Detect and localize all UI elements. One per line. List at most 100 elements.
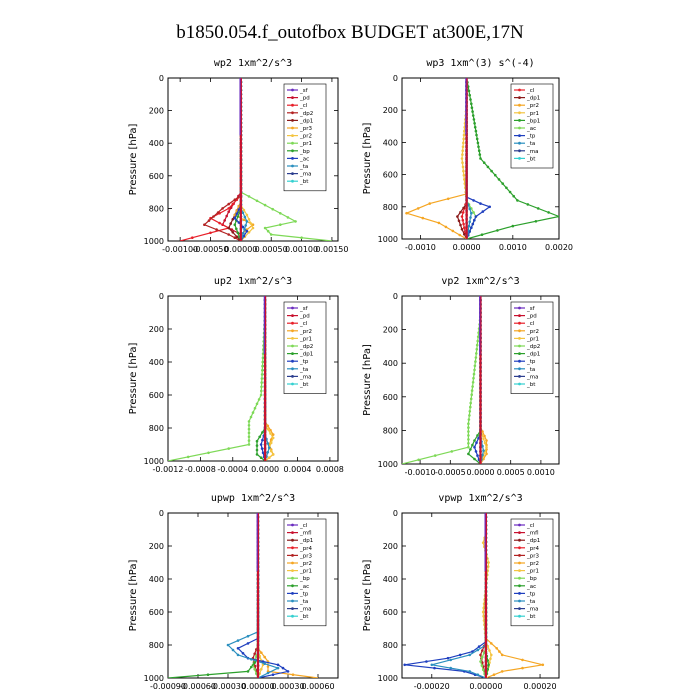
legend-label: _bp: [299, 149, 310, 155]
legend-label: _pr2: [299, 561, 312, 567]
legend-label: _pr3: [526, 553, 540, 559]
y-tick-label: 0: [159, 292, 164, 301]
legend-marker: [518, 96, 521, 99]
legend-marker: [518, 88, 521, 92]
y-tick-label: 0: [393, 509, 398, 518]
series-marker: [458, 653, 462, 657]
series-marker: [472, 211, 475, 214]
series-group: [404, 78, 559, 239]
series-marker: [477, 145, 480, 149]
y-tick-label: 600: [383, 608, 398, 617]
series-marker: [476, 434, 479, 437]
legend-label: _sf: [299, 88, 309, 94]
series-marker: [467, 442, 470, 445]
series-marker: [463, 129, 466, 133]
series-marker: [271, 433, 275, 436]
series-marker: [474, 360, 477, 363]
legend-marker: [291, 314, 294, 317]
y-tick-label: 1000: [378, 674, 398, 683]
y-tick-label: 0: [393, 292, 398, 301]
series-marker: [266, 671, 270, 675]
series-marker: [481, 610, 485, 614]
series-line-ta: [431, 513, 487, 678]
series-marker: [467, 434, 470, 437]
y-tick-label: 800: [383, 426, 398, 435]
legend-marker: [518, 119, 521, 122]
series-marker: [266, 665, 270, 668]
legend-label: _pr3: [299, 126, 313, 132]
legend-marker: [518, 576, 521, 580]
series-marker: [488, 205, 492, 209]
legend-label: _pr2: [526, 329, 539, 335]
series-marker: [261, 451, 265, 455]
series-marker: [450, 450, 454, 453]
y-tick-label: 400: [383, 575, 398, 584]
series-marker: [233, 223, 237, 226]
y-tick-label: 800: [383, 203, 398, 212]
legend-marker: [291, 614, 294, 618]
series-marker: [269, 428, 272, 432]
y-tick-label: 800: [149, 641, 164, 650]
series-marker: [229, 222, 232, 225]
legend-marker: [291, 119, 294, 122]
series-marker: [266, 424, 270, 428]
series-marker: [416, 207, 420, 210]
series-marker: [245, 229, 249, 233]
series-marker: [477, 149, 481, 152]
series-marker: [481, 444, 484, 448]
legend: _sf _pd_cl _pr2_pr1 _dp2 _dp1_tp _ta_ma _bt: [283, 301, 327, 394]
series-marker: [474, 129, 478, 133]
series-marker: [536, 207, 540, 210]
series-marker: [449, 666, 453, 670]
x-tick-label: -0.0010: [405, 468, 436, 477]
series-marker: [481, 649, 484, 652]
series-marker: [235, 235, 239, 238]
series-marker: [481, 541, 485, 544]
series-marker: [474, 356, 478, 359]
x-tick-label: 0.00000: [224, 245, 257, 254]
series-marker: [470, 389, 474, 392]
series-marker: [469, 405, 472, 409]
series-marker: [468, 410, 472, 413]
series-marker: [463, 226, 466, 229]
series-marker: [501, 182, 505, 185]
series-marker: [245, 220, 249, 223]
legend: _cl _mfl_dp1 _pr4_pr3 _pr2 _pr1_bp _ac_tp _ta _…: [510, 518, 554, 627]
legend-label: _sf: [299, 306, 309, 312]
legend-label: _pr3: [299, 553, 313, 559]
series-line-ac: [168, 513, 259, 678]
legend-marker: [518, 337, 521, 340]
series-marker: [247, 218, 251, 221]
series-marker: [461, 218, 465, 222]
series-marker: [253, 652, 256, 656]
x-tick-label: -0.00030: [210, 682, 246, 691]
series-marker: [473, 125, 477, 129]
legend-label: _ac: [299, 584, 309, 590]
series-marker: [473, 457, 476, 461]
y-axis-label: Pressure [hPa]: [362, 560, 373, 632]
series-marker: [475, 137, 479, 141]
series-line-ta: [226, 513, 280, 678]
plot-frame: [167, 77, 339, 242]
legend-marker: [291, 344, 294, 348]
series-marker: [233, 216, 237, 220]
series-marker: [245, 213, 249, 217]
series-marker: [266, 427, 270, 431]
series-marker: [251, 226, 255, 230]
series-marker: [260, 389, 263, 393]
y-tick-label: 600: [383, 171, 398, 180]
series-marker: [253, 667, 256, 671]
series-marker: [266, 450, 270, 454]
series-marker: [236, 647, 240, 650]
series-marker: [425, 660, 428, 663]
series-marker: [235, 227, 238, 231]
legend-marker: [291, 531, 294, 534]
series-marker: [467, 452, 470, 456]
series-marker: [473, 439, 476, 442]
legend-marker: [291, 367, 294, 371]
series-marker: [474, 450, 478, 453]
series-marker: [467, 445, 470, 449]
y-tick-label: 1000: [144, 457, 164, 466]
series-line-dp2: [168, 296, 266, 461]
legend-label: _dp2: [526, 344, 540, 350]
